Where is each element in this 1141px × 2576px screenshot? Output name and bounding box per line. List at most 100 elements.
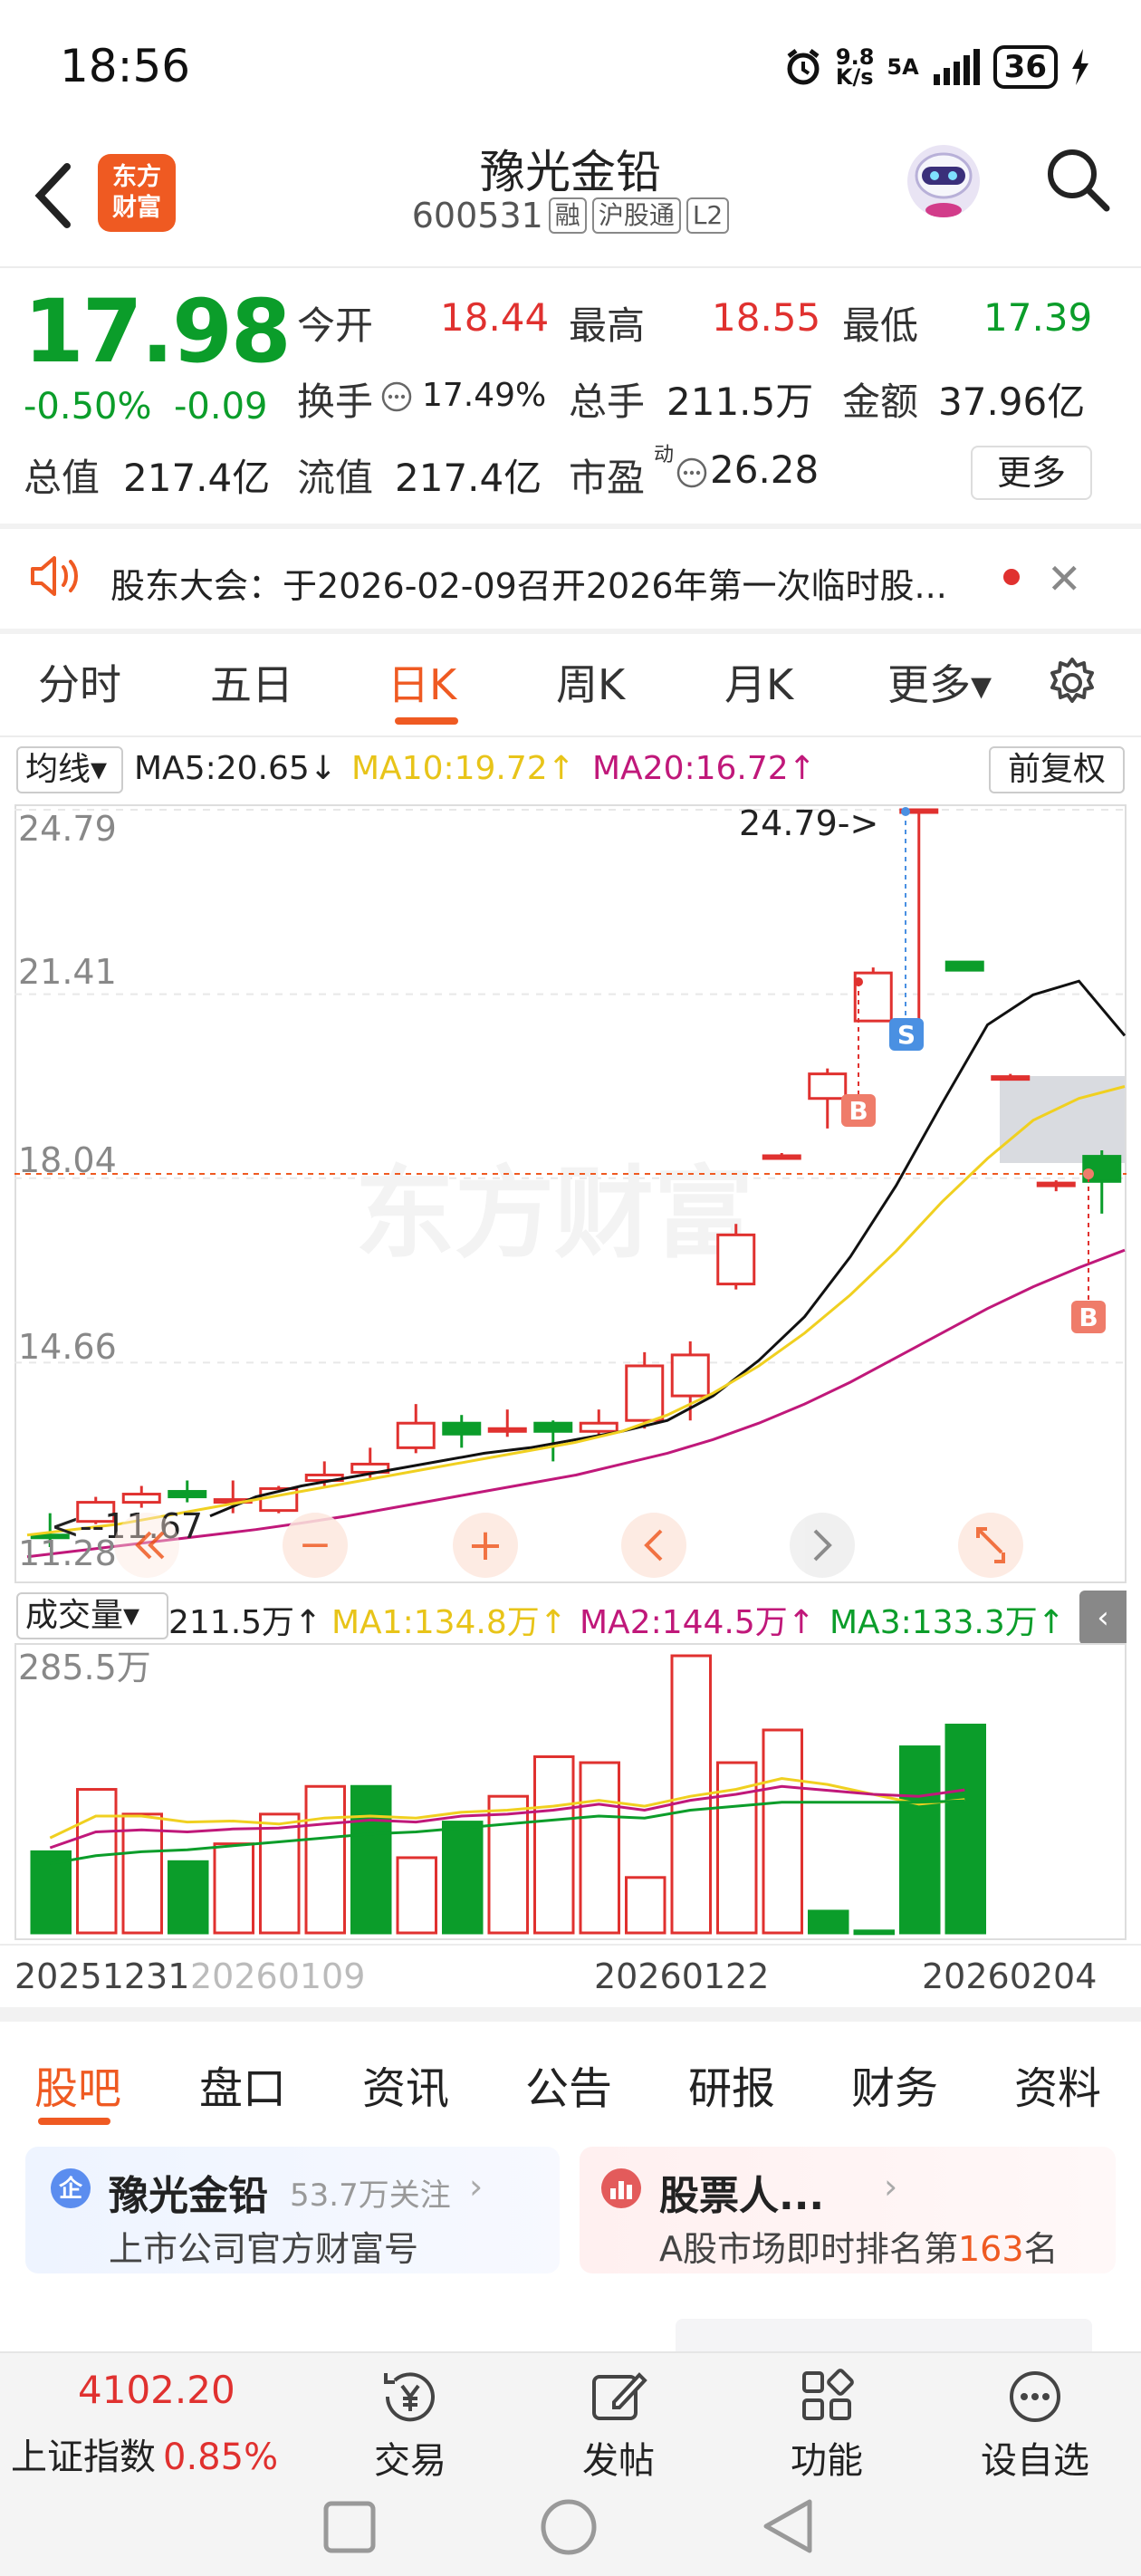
tab-day-k[interactable]: 日K	[388, 660, 457, 709]
change-percent: -0.50%	[24, 386, 152, 428]
candle-body	[533, 1421, 573, 1433]
volume-bar	[808, 1909, 849, 1935]
index-name: 上证指数	[11, 2437, 156, 2478]
indicator-panel-toggle[interactable]: ‹	[1079, 1591, 1127, 1645]
tab-news[interactable]: 资讯	[362, 2063, 450, 2114]
tab-five-day[interactable]: 五日	[210, 660, 293, 709]
eastmoney-logo[interactable]: 东方 财富	[98, 154, 176, 232]
home-icon[interactable]	[540, 2498, 598, 2556]
bottom-bar	[0, 2351, 1141, 2576]
recent-apps-icon[interactable]	[322, 2500, 377, 2554]
notice-text[interactable]: 股东大会：于2026-02-09召开2026年第一次临时股...	[110, 566, 947, 606]
buy-marker-1[interactable]	[841, 1094, 876, 1127]
indicator-select[interactable]: 成交量▾	[16, 1592, 168, 1639]
change-amount: -0.09	[174, 386, 268, 428]
settings-gear-icon[interactable]	[1045, 656, 1099, 710]
chart-controls: − +	[114, 1513, 1023, 1578]
volume-bar	[487, 1794, 529, 1935]
pe-info-icon[interactable]	[676, 457, 708, 489]
volume-chart[interactable]: 285.5万	[14, 1643, 1127, 1942]
total-cap-value: 217.4亿	[123, 456, 271, 500]
volume-bar	[213, 1842, 254, 1935]
volume-ma1-line	[49, 1776, 965, 1840]
scroll-left-button[interactable]	[621, 1513, 686, 1578]
zoom-in-button[interactable]	[453, 1513, 518, 1578]
robot-assistant-icon[interactable]	[898, 136, 989, 226]
stock-rank-card[interactable]: 股票人... › A股市场即时排名第163名	[580, 2147, 1116, 2273]
volume-ma2-line	[49, 1784, 965, 1850]
volume-bar	[533, 1754, 575, 1935]
nav-watchlist-button[interactable]: 设自选	[967, 2368, 1103, 2484]
tab-guba[interactable]: 股吧	[34, 2063, 122, 2114]
volume-bar	[396, 1856, 437, 1935]
active-tab-indicator	[395, 717, 458, 725]
system-back-icon[interactable]	[759, 2496, 817, 2556]
buy-marker-2[interactable]	[1071, 1301, 1106, 1333]
candle-body	[670, 1353, 710, 1398]
scroll-start-button[interactable]	[114, 1513, 179, 1578]
volume-value: 211.5万	[666, 380, 814, 424]
y-label-max: 24.79	[18, 809, 117, 849]
high-value: 18.55	[712, 295, 821, 340]
date-label-2: 20260109	[190, 1956, 366, 1996]
min-annotation: <--11.67	[51, 1506, 203, 1546]
volume-bar	[579, 1761, 620, 1935]
logo-line1: 东方	[112, 163, 161, 191]
volume-bar	[121, 1812, 163, 1935]
pe-label: 市盈	[569, 456, 646, 500]
net-speed-value: 9.8	[835, 44, 875, 70]
index-value[interactable]: 4102.20	[78, 2368, 235, 2412]
close-icon[interactable]: ✕	[1047, 554, 1082, 603]
tab-announcements[interactable]: 公告	[525, 2063, 613, 2114]
volume-bar	[168, 1860, 209, 1935]
search-icon[interactable]	[1043, 145, 1112, 214]
buy-marker-label-1: B	[849, 1096, 868, 1126]
info-icon[interactable]	[380, 380, 413, 413]
volume-bar	[442, 1821, 484, 1935]
volume-bar	[944, 1724, 986, 1935]
current-price: 17.98	[24, 281, 292, 382]
back-icon[interactable]	[27, 159, 82, 232]
sell-marker[interactable]	[889, 1018, 924, 1051]
tab-intraday[interactable]: 分时	[38, 660, 121, 709]
tab-financials[interactable]: 财务	[851, 2063, 939, 2114]
rank-prefix: A股市场即时排名第	[659, 2229, 958, 2269]
candle-body	[76, 1501, 116, 1523]
nav-function-button[interactable]: 功能	[759, 2368, 895, 2484]
ma10-line	[26, 1085, 1126, 1537]
ma5-line	[209, 979, 1127, 1518]
candle-body	[808, 1072, 848, 1101]
index-label[interactable]: 上证指数 0.85%	[11, 2427, 278, 2480]
sell-marker-dot	[901, 807, 910, 816]
nav-post-button[interactable]: 发帖	[551, 2368, 686, 2484]
amount-label: 金额	[842, 380, 919, 424]
tabs-divider	[0, 735, 1141, 737]
svg-text:企: 企	[59, 2175, 83, 2203]
candle-body	[30, 1533, 70, 1540]
tab-month-k[interactable]: 月K	[724, 660, 794, 709]
tab-more[interactable]: 更多▾	[887, 660, 992, 709]
volume-bar	[350, 1784, 392, 1935]
charging-icon	[1072, 49, 1088, 85]
status-icons: 9.8 K/s 5A 36	[783, 45, 1090, 89]
price-adjust-button[interactable]: 前复权	[989, 746, 1125, 793]
zoom-out-button[interactable]	[283, 1513, 348, 1578]
tab-order-book[interactable]: 盘口	[199, 2063, 287, 2114]
tab-profile[interactable]: 资料	[1014, 2063, 1102, 2114]
buy-marker-dot-2	[1083, 1168, 1094, 1179]
more-button[interactable]: 更多	[971, 446, 1092, 500]
company-account-card[interactable]: 企 豫光金铅 53.7万关注 › 上市公司官方财富号	[25, 2147, 560, 2273]
ma20-value: MA20:16.72↑	[592, 750, 816, 787]
net-speed-unit: K/s	[835, 64, 874, 90]
tab-research[interactable]: 研报	[688, 2063, 776, 2114]
kline-chart[interactable]: 东方财富 24.79 21.41 18.04 14.66 11.28 24.79…	[14, 804, 1127, 1583]
nav-trade-button[interactable]: 交易	[342, 2368, 478, 2484]
nav-watchlist-label: 设自选	[981, 2440, 1089, 2482]
network-type: 5A	[887, 54, 919, 80]
ma-type-select[interactable]: 均线▾	[16, 746, 123, 793]
scroll-right-button[interactable]	[790, 1513, 855, 1578]
fullscreen-button[interactable]	[958, 1513, 1023, 1578]
l2-tag[interactable]: L2	[686, 197, 730, 234]
quote-divider	[0, 524, 1141, 529]
tab-week-k[interactable]: 周K	[556, 660, 626, 709]
